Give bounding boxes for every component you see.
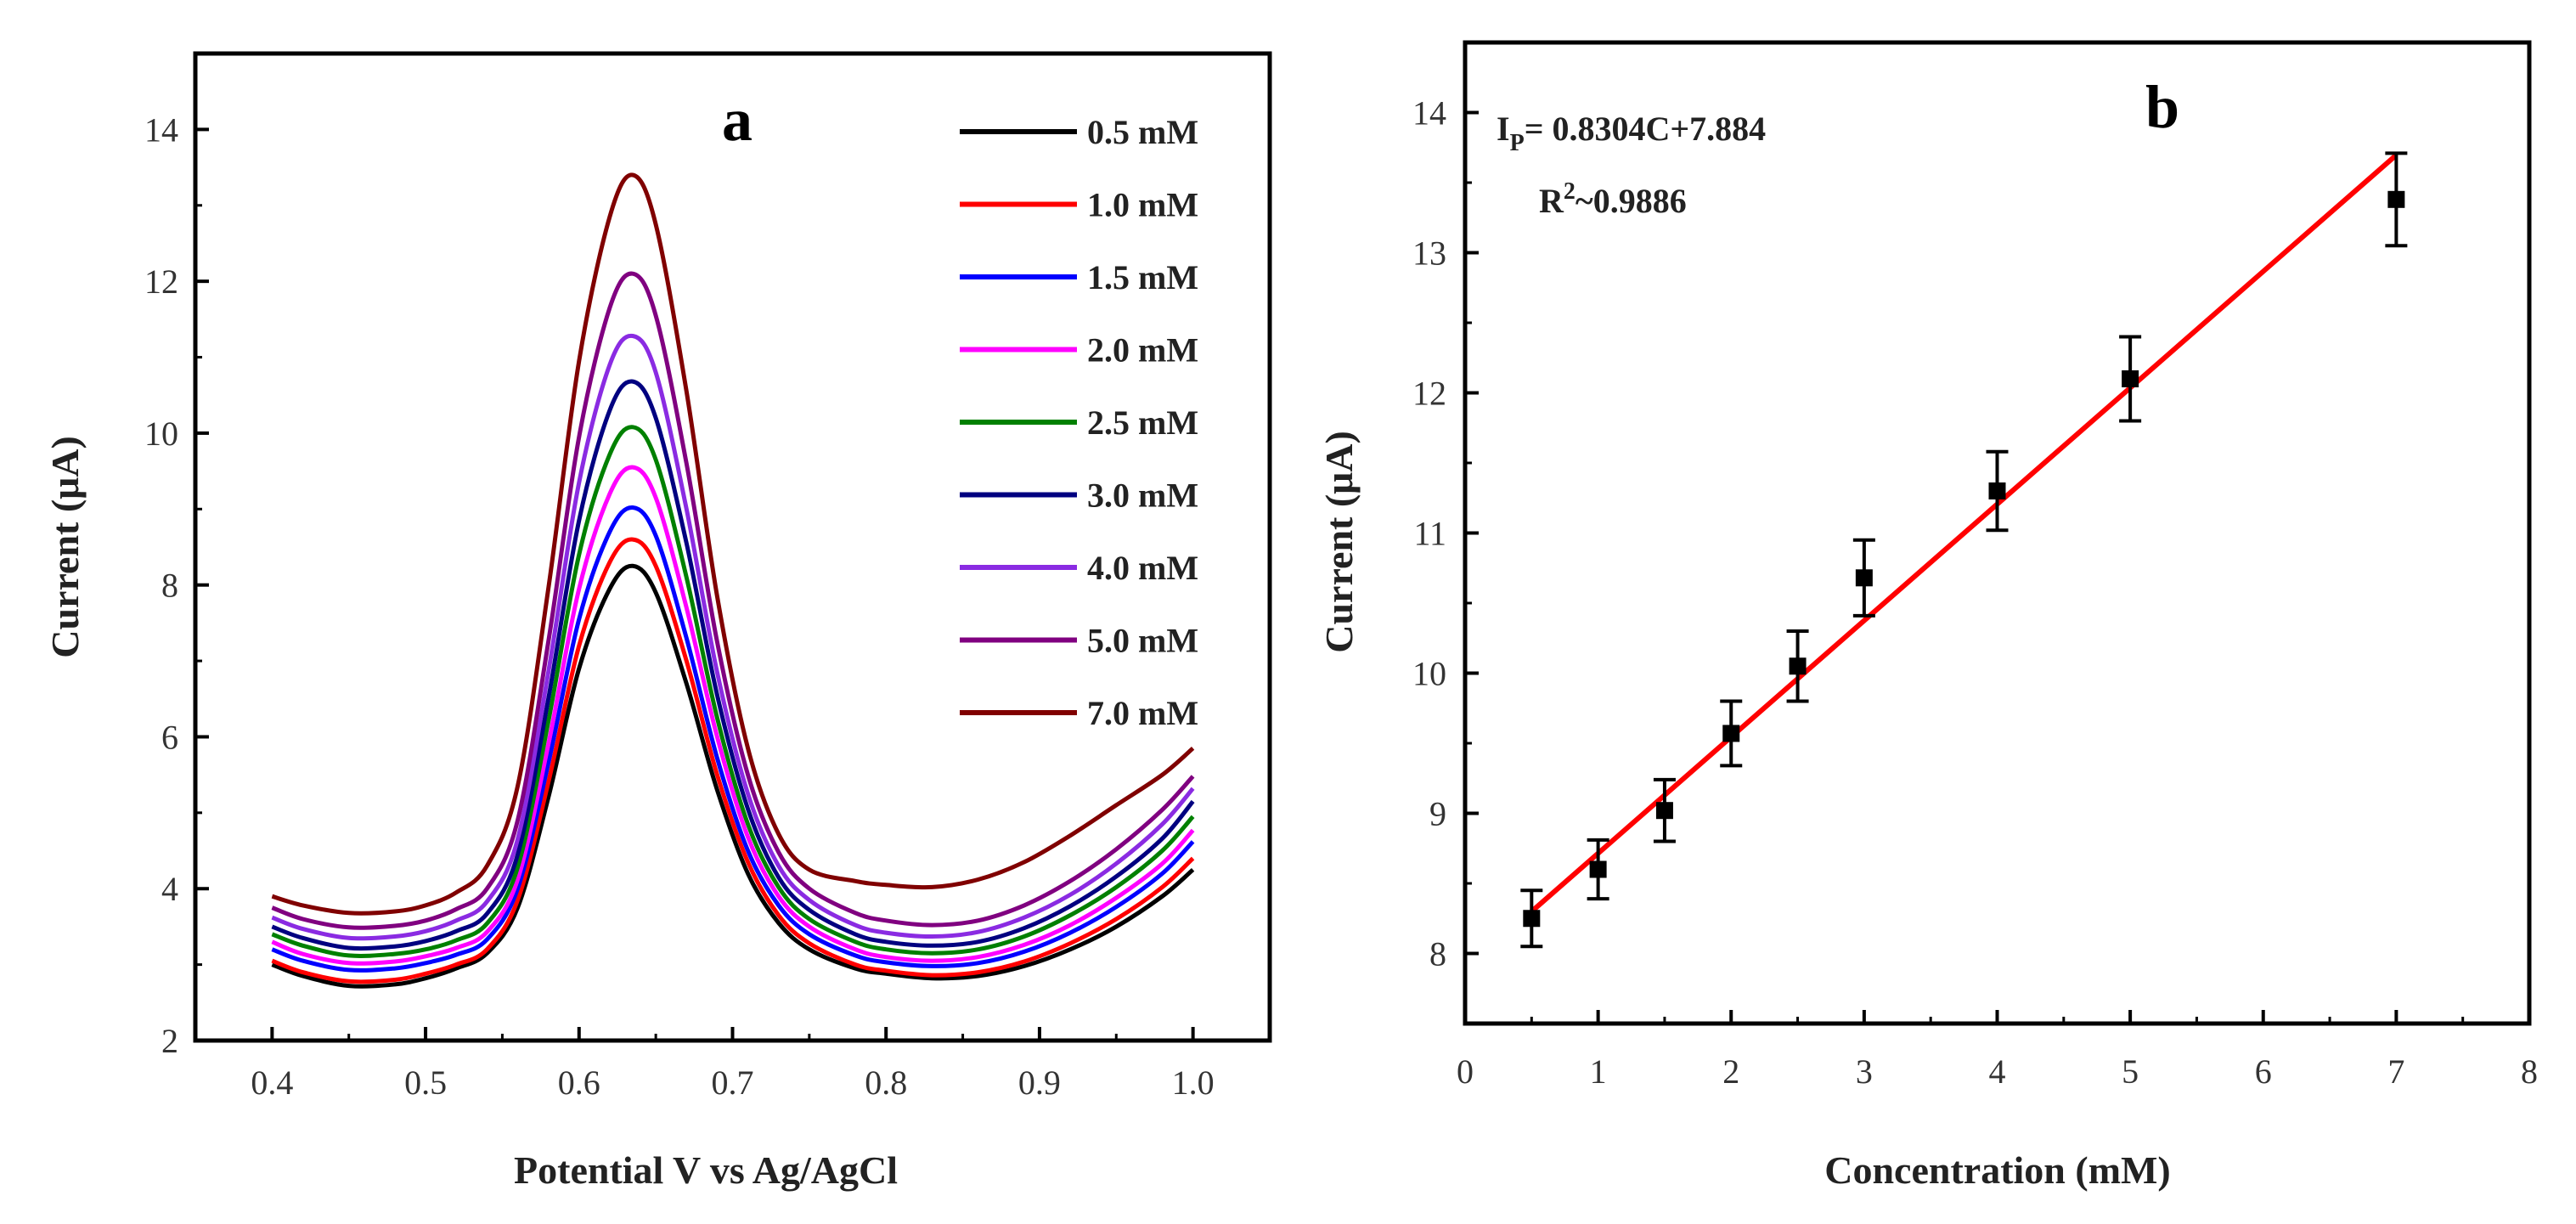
y-tick-label: 10 bbox=[1412, 655, 1446, 693]
legend-label: 5.0 mM bbox=[1087, 622, 1198, 660]
x-tick-label: 4 bbox=[1989, 1052, 2006, 1091]
y-tick-label: 6 bbox=[161, 718, 178, 756]
data-point-group bbox=[2385, 151, 2408, 248]
curve-1-0-mm bbox=[271, 537, 1195, 984]
panel-b-points bbox=[1520, 151, 2408, 949]
legend-label: 3.0 mM bbox=[1087, 477, 1198, 515]
y-tick-label: 10 bbox=[144, 415, 178, 453]
y-tick-label: 14 bbox=[1412, 94, 1446, 133]
x-tick-label: 8 bbox=[2521, 1052, 2538, 1091]
y-tick-label: 11 bbox=[1413, 515, 1446, 553]
x-tick-label: 5 bbox=[2122, 1052, 2139, 1091]
panel-b-y-ticks: 8 9 10 11 12 13 14 bbox=[1412, 41, 1479, 1025]
legend-label: 2.5 mM bbox=[1087, 403, 1198, 442]
y-tick-label: 14 bbox=[144, 110, 178, 149]
curve-0-5-mm bbox=[271, 563, 1195, 989]
panel-a-x-ticks: 0.4 0.5 0.6 0.7 0.8 0.9 1.0 bbox=[194, 1027, 1271, 1102]
x-tick-label: 0.4 bbox=[251, 1063, 293, 1102]
y-tick-label: 12 bbox=[144, 262, 178, 301]
x-tick-label: 6 bbox=[2255, 1052, 2272, 1091]
y-tick-label: 8 bbox=[1429, 935, 1446, 973]
data-point bbox=[1988, 482, 2006, 499]
legend-label: 2.0 mM bbox=[1087, 331, 1198, 369]
panel-b-r-squared: R2~0.9886 bbox=[1539, 178, 1687, 220]
data-point-group bbox=[1520, 888, 1543, 949]
x-tick-label: 1 bbox=[1590, 1052, 1607, 1091]
data-point bbox=[1655, 802, 1673, 820]
data-point-group bbox=[1852, 538, 1875, 618]
panel-b-equation: IP= 0.8304C+7.884 bbox=[1497, 110, 1766, 156]
legend-label: 7.0 mM bbox=[1087, 694, 1198, 732]
data-point bbox=[1855, 569, 1873, 587]
x-tick-label: 0.6 bbox=[558, 1063, 600, 1102]
curve-2-0-mm bbox=[271, 465, 1195, 966]
data-point-group bbox=[2119, 335, 2142, 423]
y-tick-label: 4 bbox=[161, 870, 178, 908]
curve-4-0-mm bbox=[271, 333, 1195, 941]
curve-7-0-mm bbox=[271, 172, 1195, 916]
data-point-group bbox=[1786, 629, 1809, 703]
fit-line bbox=[1530, 153, 2398, 914]
panel-b-fit bbox=[1530, 153, 2398, 914]
panel-a-legend: 0.5 mM 1.0 mM 1.5 mM 2.0 mM 2.5 mM 3.0 mM 4.0 … bbox=[960, 113, 1198, 732]
panel-b-label: b bbox=[2145, 73, 2179, 141]
data-point-group bbox=[1986, 449, 2009, 533]
data-point-group bbox=[1720, 699, 1743, 768]
data-point bbox=[1789, 657, 1807, 675]
data-point bbox=[1523, 910, 1541, 928]
curve-1-5-mm bbox=[271, 505, 1195, 973]
x-tick-label: 0 bbox=[1457, 1052, 1474, 1091]
x-tick-label: 0.9 bbox=[1018, 1063, 1061, 1102]
legend-label: 4.0 mM bbox=[1087, 549, 1198, 587]
panel-a-voltammogram: 0.4 0.5 0.6 0.7 0.8 0.9 1.0 2 4 6 8 10 12 14 0.5 mM 1… bbox=[43, 51, 1272, 1192]
panel-a-label: a bbox=[722, 86, 753, 154]
x-tick-label: 0.5 bbox=[404, 1063, 447, 1102]
data-point bbox=[2387, 190, 2405, 208]
panel-a-y-ticks: 2 4 6 8 10 12 14 bbox=[144, 52, 209, 1060]
x-tick-label: 7 bbox=[2387, 1052, 2404, 1091]
panel-b-x-axis-title: Concentration (mM) bbox=[1824, 1148, 2171, 1192]
panel-a-y-axis-title: Current (μA) bbox=[43, 436, 87, 658]
panel-b-y-axis-title: Current (μA) bbox=[1317, 431, 1361, 653]
data-point-group bbox=[1587, 838, 1609, 901]
x-tick-label: 0.7 bbox=[712, 1063, 754, 1102]
y-tick-label: 9 bbox=[1429, 795, 1446, 833]
panel-b-x-ticks: 0 1 2 3 4 5 6 7 8 bbox=[1457, 1010, 2538, 1091]
curve-2-5-mm bbox=[271, 425, 1195, 958]
data-point bbox=[2122, 370, 2139, 387]
x-tick-label: 0.8 bbox=[865, 1063, 907, 1102]
legend-label: 0.5 mM bbox=[1087, 113, 1198, 151]
data-point bbox=[1722, 725, 1740, 742]
panel-a-x-axis-title: Potential V vs Ag/AgCl bbox=[514, 1148, 898, 1192]
curve-5-0-mm bbox=[271, 271, 1195, 930]
data-point-group bbox=[1653, 777, 1676, 843]
x-tick-label: 3 bbox=[1856, 1052, 1873, 1091]
legend-label: 1.0 mM bbox=[1087, 186, 1198, 224]
x-tick-label: 2 bbox=[1722, 1052, 1739, 1091]
y-tick-label: 8 bbox=[161, 567, 178, 605]
curve-3-0-mm bbox=[271, 379, 1195, 951]
y-tick-label: 13 bbox=[1412, 234, 1446, 273]
legend-label: 1.5 mM bbox=[1087, 258, 1198, 296]
panel-a-curves bbox=[271, 172, 1195, 989]
data-point bbox=[1589, 860, 1607, 878]
x-tick-label: 1.0 bbox=[1172, 1063, 1215, 1102]
y-tick-label: 2 bbox=[161, 1022, 178, 1060]
y-tick-label: 12 bbox=[1412, 375, 1446, 413]
